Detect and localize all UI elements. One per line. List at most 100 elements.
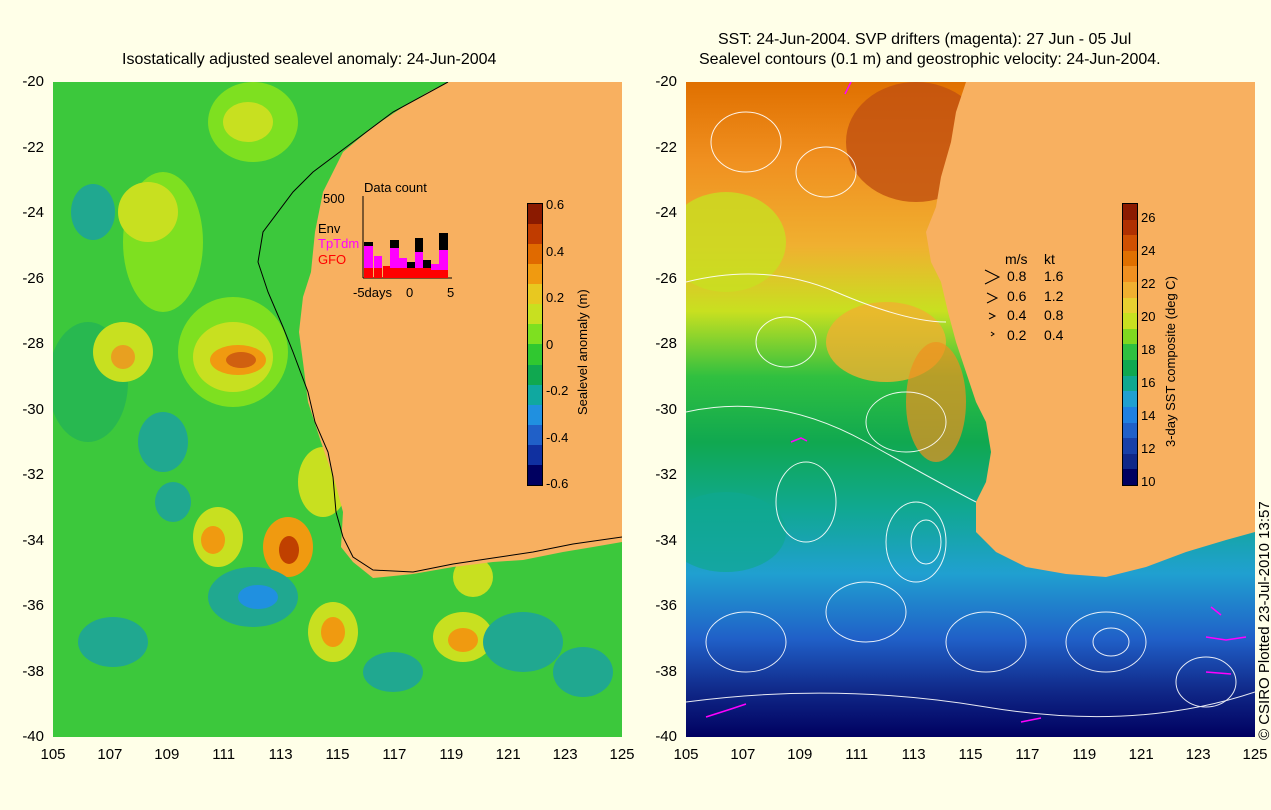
colorbar-swatch (528, 284, 542, 305)
colorbar-tick-label: 0.4 (546, 243, 565, 259)
right-panel-title-line2: Sealevel contours (0.1 m) and geostrophi… (699, 51, 1161, 68)
colorbar-swatch (1123, 282, 1137, 298)
colorbar-swatch (528, 424, 542, 445)
colorbar-tick-label: 20 (1141, 309, 1156, 324)
right-longitude-tick: 109 (787, 746, 813, 763)
colorbar-swatch (1123, 360, 1137, 376)
colorbar-tick-label: 10 (1141, 474, 1156, 489)
right-latitude-tick: -26 (655, 269, 677, 287)
right-latitude-tick: -24 (655, 204, 677, 221)
colorbar-swatch (1123, 250, 1137, 267)
sst-colorbar-label: 3-day SST composite (deg C) (1163, 276, 1178, 447)
velocity-legend-row-2-ms: 0.6 (1007, 288, 1027, 304)
left-longitude-tick: 107 (97, 746, 123, 763)
colorbar-tick-label: 16 (1141, 375, 1156, 390)
colorbar-swatch (1123, 406, 1137, 423)
right-longitude-tick: 117 (1015, 746, 1040, 763)
sst-map[interactable] (686, 82, 1255, 737)
sealevel-colorbar-label: Sealevel anomaly (m) (575, 289, 590, 415)
inset-xtick-5: 5 (447, 285, 455, 300)
velocity-legend-header-kt: kt (1044, 251, 1055, 267)
right-longitude-tick: 115 (958, 746, 983, 763)
inset-xtick-minus5: -5days (353, 285, 393, 300)
right-longitude-tick: 125 (1242, 746, 1268, 763)
sealevel-colorbar (527, 203, 543, 486)
colorbar-tick-label: 18 (1141, 342, 1156, 357)
inset-ymax: 500 (323, 191, 345, 206)
left-latitude-tick: -24 (22, 204, 44, 221)
colorbar-swatch (528, 244, 542, 265)
left-latitude-tick: -36 (22, 597, 44, 614)
colorbar-tick-label: 24 (1141, 243, 1156, 258)
left-longitude-tick: 121 (495, 746, 521, 763)
colorbar-tick-label: -0.4 (546, 429, 569, 445)
inset-title: Data count (364, 180, 427, 195)
colorbar-swatch (528, 204, 542, 225)
colorbar-swatch (1123, 235, 1137, 251)
left-latitude-tick: -38 (22, 662, 44, 680)
colorbar-swatch (528, 264, 542, 285)
colorbar-tick-label: 14 (1141, 408, 1156, 423)
colorbar-swatch (528, 444, 542, 465)
colorbar-swatch (1123, 375, 1137, 392)
left-latitude-tick: -32 (22, 466, 44, 483)
colorbar-swatch (528, 464, 542, 485)
velocity-legend-row-1-ms: 0.8 (1007, 268, 1027, 284)
left-longitude-tick: 123 (552, 746, 578, 763)
colorbar-tick-label: 0 (546, 336, 554, 352)
right-latitude-tick: -22 (655, 138, 677, 156)
left-latitude-tick: -22 (22, 138, 44, 156)
inset-legend-tptdm: TpTdm (318, 236, 360, 251)
left-longitude-tick: 105 (40, 746, 66, 763)
left-longitude-tick: 117 (382, 746, 407, 763)
right-latitude-tick: -40 (655, 728, 677, 745)
colorbar-swatch (1123, 204, 1137, 220)
colorbar-tick-label: -0.6 (546, 476, 569, 491)
left-longitude-tick: 109 (154, 746, 180, 763)
colorbar-swatch (528, 384, 542, 405)
left-longitude-tick: 113 (268, 746, 293, 763)
colorbar-swatch (1123, 469, 1137, 485)
data-count-bars (364, 233, 448, 278)
right-latitude-tick: -30 (655, 400, 677, 418)
right-latitude-tick: -38 (655, 662, 677, 680)
right-latitude-tick: -20 (655, 73, 677, 90)
right-longitude-tick: 119 (1072, 746, 1097, 763)
colorbar-tick-label: 22 (1141, 276, 1156, 291)
colorbar-tick-label: 0.6 (546, 197, 565, 212)
left-latitude-tick: -30 (22, 400, 44, 418)
inset-legend-env: Env (318, 221, 341, 236)
velocity-legend-header-ms: m/s (1005, 251, 1028, 267)
right-latitude-tick: -36 (655, 597, 677, 614)
colorbar-swatch (1123, 297, 1137, 314)
left-panel-title: Isostatically adjusted sealevel anomaly:… (122, 51, 497, 68)
left-longitude-tick: 125 (609, 746, 635, 763)
velocity-legend-row-3-kt: 0.8 (1044, 307, 1064, 323)
colorbar-swatch (528, 324, 542, 345)
right-longitude-tick: 121 (1128, 746, 1154, 763)
left-latitude-tick: -20 (22, 73, 44, 90)
right-longitude-tick: 113 (901, 746, 926, 763)
left-latitude-tick: -40 (22, 728, 44, 745)
colorbar-swatch (528, 304, 542, 325)
colorbar-tick-label: -0.2 (546, 383, 569, 398)
colorbar-swatch (1123, 453, 1137, 470)
left-latitude-tick: -26 (22, 269, 44, 287)
colorbar-swatch (528, 364, 542, 385)
left-longitude-tick: 119 (439, 746, 464, 763)
colorbar-swatch (1123, 344, 1137, 361)
right-longitude-tick: 123 (1185, 746, 1211, 763)
velocity-legend-row-2-kt: 1.2 (1044, 288, 1064, 304)
colorbar-swatch (1123, 219, 1137, 236)
colorbar-swatch (528, 224, 542, 245)
right-panel-title-line1: SST: 24-Jun-2004. SVP drifters (magenta)… (718, 31, 1132, 48)
inset-legend-gfo: GFO (318, 252, 347, 267)
colorbar-tick-label: 12 (1141, 441, 1156, 456)
velocity-legend-row-3-ms: 0.4 (1007, 307, 1027, 323)
colorbar-swatch (1123, 422, 1137, 439)
colorbar-swatch (1123, 391, 1137, 407)
right-latitude-tick: -32 (655, 466, 677, 483)
credit-text: © CSIRO Plotted 23-Jul-2010 13:57 (1256, 501, 1271, 740)
left-longitude-tick: 111 (212, 746, 236, 763)
right-longitude-tick: 105 (673, 746, 699, 763)
